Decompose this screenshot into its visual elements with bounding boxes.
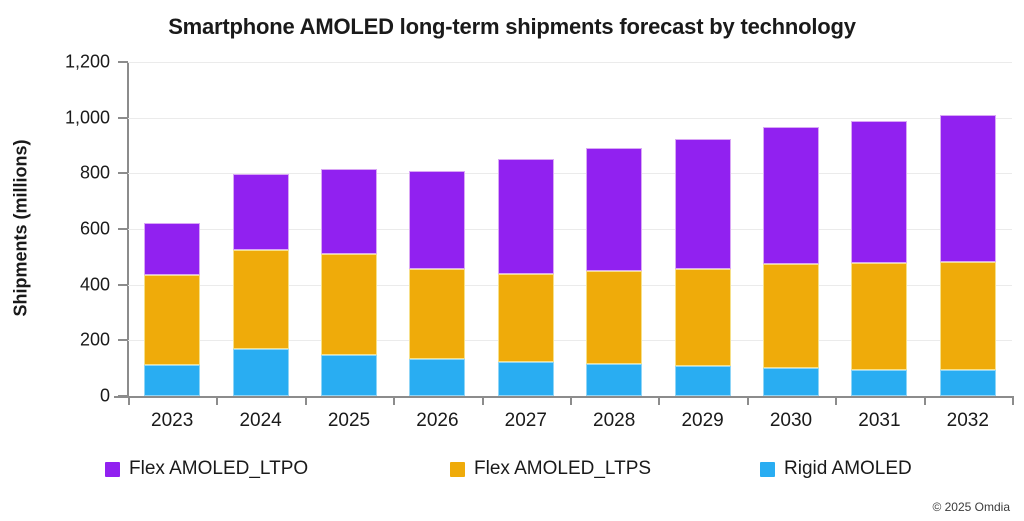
bar-segment-rigid-amoled[interactable]	[321, 355, 377, 396]
legend-swatch-icon	[760, 461, 775, 477]
bar-segment-flex-amoled-ltpo[interactable]	[674, 138, 731, 269]
gridline	[128, 173, 1012, 175]
y-axis-tick-label: 600	[79, 218, 110, 239]
bar-segment-flex-amoled-ltps[interactable]	[674, 268, 731, 366]
bar-segment-flex-amoled-ltps[interactable]	[232, 250, 289, 350]
y-axis-tick	[118, 172, 128, 175]
y-axis-tick-label: 400	[79, 274, 110, 295]
y-axis-title: Shipments (millions)	[8, 60, 34, 396]
bar-stack[interactable]	[763, 62, 819, 396]
bar-segment-rigid-amoled[interactable]	[586, 363, 643, 396]
x-axis-tick-label: 2028	[593, 410, 636, 431]
bar-segment-flex-amoled-ltps[interactable]	[763, 263, 819, 368]
gridline	[128, 284, 1012, 286]
x-axis-tick-label: 2029	[681, 410, 724, 431]
gridline	[128, 117, 1012, 119]
y-axis-tick	[118, 395, 128, 397]
x-axis-tick-label: 2027	[504, 410, 547, 431]
y-axis-tick	[118, 228, 128, 230]
bar-segment-rigid-amoled[interactable]	[851, 369, 908, 396]
x-axis-line	[114, 396, 1012, 398]
gridline	[128, 229, 1012, 230]
x-axis-tick	[746, 396, 749, 405]
bar-segment-flex-amoled-ltpo[interactable]	[939, 114, 996, 263]
bar-segment-rigid-amoled[interactable]	[674, 365, 731, 396]
bar-segment-flex-amoled-ltpo[interactable]	[497, 158, 554, 274]
x-axis-tick	[570, 396, 572, 405]
bar-segment-flex-amoled-ltpo[interactable]	[321, 169, 377, 255]
gridline	[128, 62, 1012, 63]
y-axis-tick-label: 1,200	[64, 51, 110, 72]
y-axis-title-label: Shipments (millions)	[10, 139, 31, 317]
bar-stack[interactable]	[586, 62, 643, 396]
y-axis-tick-label: 0	[99, 385, 110, 406]
y-axis-tick-label: 200	[79, 329, 110, 350]
x-axis-tick	[923, 396, 926, 405]
x-axis-tick-label: 2026	[416, 410, 459, 431]
bar-segment-flex-amoled-ltpo[interactable]	[851, 121, 908, 263]
bar-segment-flex-amoled-ltpo[interactable]	[763, 127, 819, 264]
copyright-notice: © 2025 Omdia	[932, 500, 1010, 514]
legend-label: Flex AMOLED_LTPS	[474, 458, 652, 479]
legend-label: Flex AMOLED_LTPO	[129, 458, 309, 479]
bar-segment-rigid-amoled[interactable]	[232, 349, 289, 396]
bar-segment-flex-amoled-ltpo[interactable]	[144, 223, 201, 276]
gridline	[128, 340, 1012, 342]
bar-segment-rigid-amoled[interactable]	[144, 364, 201, 396]
y-axis-tick	[118, 116, 128, 119]
legend-swatch-icon	[105, 461, 120, 477]
x-axis-tick	[128, 396, 130, 405]
legend-item[interactable]: Flex AMOLED_LTPS	[450, 455, 651, 483]
bar-segment-flex-amoled-ltps[interactable]	[497, 273, 554, 363]
bar-stack[interactable]	[939, 62, 996, 396]
bar-stack[interactable]	[409, 62, 466, 396]
bar-stack[interactable]	[321, 62, 377, 396]
bar-segment-flex-amoled-ltps[interactable]	[321, 254, 377, 356]
bar-segment-rigid-amoled[interactable]	[497, 362, 554, 396]
bar-stack[interactable]	[144, 62, 201, 396]
legend-item[interactable]: Flex AMOLED_LTPO	[105, 455, 308, 483]
bar-segment-rigid-amoled[interactable]	[409, 359, 466, 396]
chart-title: Smartphone AMOLED long-term shipments fo…	[168, 14, 856, 39]
x-axis-tick	[481, 396, 484, 405]
bar-segment-flex-amoled-ltpo[interactable]	[586, 148, 643, 271]
bar-segment-rigid-amoled[interactable]	[939, 370, 996, 396]
x-axis-tick-label: 2032	[946, 410, 989, 431]
x-axis-tick	[393, 396, 396, 405]
bar-stack[interactable]	[497, 62, 554, 396]
chart-legend: Flex AMOLED_LTPO Flex AMOLED_LTPS Rigid AM…	[105, 455, 935, 483]
x-axis-tick	[216, 396, 219, 405]
x-axis-tick-label: 2024	[239, 410, 282, 431]
x-axis-tick	[1012, 396, 1014, 405]
bar-segment-flex-amoled-ltps[interactable]	[939, 262, 996, 371]
y-axis-tick	[118, 61, 128, 63]
x-axis-tick	[304, 396, 307, 405]
y-axis-tick	[118, 339, 128, 342]
bar-stack[interactable]	[232, 62, 289, 396]
bar-stack[interactable]	[851, 62, 908, 396]
bar-segment-flex-amoled-ltps[interactable]	[144, 275, 201, 365]
bar-stack[interactable]	[674, 62, 731, 396]
x-axis-tick-label: 2025	[327, 410, 371, 431]
x-axis-tick-label: 2030	[769, 410, 813, 431]
legend-label: Rigid AMOLED	[784, 458, 912, 479]
legend-swatch-icon	[450, 461, 465, 477]
plot-area: 0 200 400 600 800 1,000 1,200 2023 2024 2025 2026…	[65, 52, 1014, 431]
x-axis-tick-label: 2023	[151, 410, 194, 431]
x-axis-tick-label: 2031	[858, 410, 901, 431]
bar-segment-flex-amoled-ltpo[interactable]	[409, 170, 466, 270]
y-axis-tick	[118, 283, 128, 286]
bar-segment-flex-amoled-ltps[interactable]	[851, 262, 908, 370]
y-axis-tick-label: 1,000	[64, 107, 110, 128]
x-axis-tick	[658, 396, 661, 405]
bar-segment-flex-amoled-ltps[interactable]	[586, 270, 643, 364]
bar-segment-flex-amoled-ltps[interactable]	[409, 269, 466, 360]
bar-segment-rigid-amoled[interactable]	[763, 367, 819, 396]
bar-segment-flex-amoled-ltpo[interactable]	[232, 173, 289, 251]
y-axis-tick-label: 800	[79, 162, 110, 183]
legend-item[interactable]: Rigid AMOLED	[760, 455, 912, 483]
x-axis-tick	[835, 396, 838, 405]
